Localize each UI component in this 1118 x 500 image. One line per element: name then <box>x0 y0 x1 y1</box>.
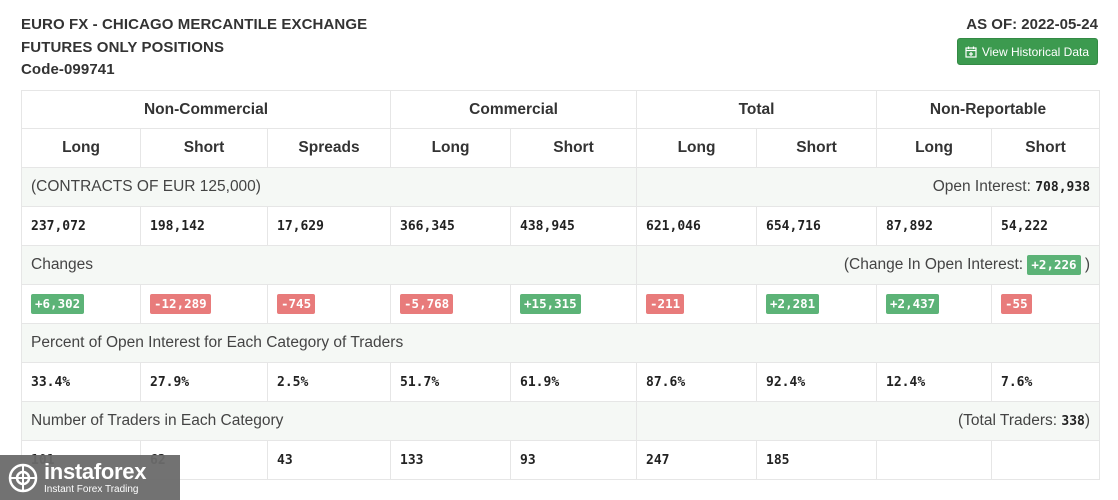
traders-label-row: Number of Traders in Each Category (Tota… <box>20 401 1101 441</box>
position-value: 198,142 <box>140 206 268 246</box>
change-badge: -211 <box>646 294 685 314</box>
percent-value: 33.4% <box>21 362 141 402</box>
change-badge: -5,768 <box>400 294 454 314</box>
as-of-date: AS OF: 2022-05-24 <box>966 16 1098 33</box>
col-header: Short <box>991 128 1101 168</box>
cot-positions-table: Non-Commercial Commercial Total Non-Repo… <box>20 90 1101 480</box>
position-value: 621,046 <box>636 206 758 246</box>
change-badge: +2,281 <box>766 294 820 314</box>
open-interest-label: Open Interest: <box>932 178 1031 195</box>
position-value: 87,892 <box>876 206 993 246</box>
change-cell: -5,768 <box>390 284 512 324</box>
change-open-interest-cell: (Change In Open Interest: +2,226 ) <box>636 245 1101 285</box>
report-title-exchange: EURO FX - CHICAGO MERCANTILE EXCHANGE <box>21 16 368 33</box>
percent-value: 2.5% <box>266 362 392 402</box>
report-title-type: FUTURES ONLY POSITIONS <box>21 38 225 56</box>
traders-value: 43 <box>266 440 392 480</box>
total-traders-prefix: (Total Traders: <box>958 412 1058 429</box>
view-historical-data-button[interactable]: View Historical Data <box>956 38 1098 65</box>
instaforex-logo-icon <box>8 463 38 492</box>
instaforex-watermark: instaforex Instant Forex Trading <box>0 455 180 500</box>
change-cell: -55 <box>991 284 1101 324</box>
group-header-row: Non-Commercial Commercial Total Non-Repo… <box>20 90 1101 129</box>
traders-value <box>991 440 1101 480</box>
change-cell: -12,289 <box>140 284 268 324</box>
report-title-block: EURO FX - CHICAGO MERCANTILE EXCHANGE FU… <box>21 14 367 82</box>
traders-label: Number of Traders in Each Category <box>20 401 638 441</box>
report-date-block: AS OF: 2022-05-24 View Historical Data <box>956 14 1098 65</box>
group-non-commercial: Non-Commercial <box>20 90 392 129</box>
traders-value: 133 <box>390 440 512 480</box>
change-badge: +2,437 <box>886 294 940 314</box>
traders-value <box>876 440 993 480</box>
total-traders-value: 338 <box>1061 414 1085 429</box>
percent-value: 92.4% <box>756 362 878 402</box>
instaforex-tagline: Instant Forex Trading <box>44 483 139 495</box>
percent-row: 33.4% 27.9% 2.5% 51.7% 61.9% 87.6% 92.4%… <box>21 362 1101 402</box>
group-total: Total <box>636 90 878 129</box>
col-header: Spreads <box>266 128 392 168</box>
traders-value: 185 <box>756 440 878 480</box>
traders-row: 101 62 43 133 93 247 185 <box>21 440 1101 480</box>
col-header: Long <box>636 128 758 168</box>
calendar-plus-icon <box>965 46 977 58</box>
group-non-reportable: Non-Reportable <box>876 90 1101 129</box>
contracts-label-row: (CONTRACTS OF EUR 125,000) Open Interest… <box>20 167 1101 207</box>
col-header: Short <box>756 128 878 168</box>
change-badge: -745 <box>277 294 316 314</box>
positions-row: 237,072 198,142 17,629 366,345 438,945 6… <box>21 206 1101 246</box>
instaforex-brand: instaforex <box>44 458 147 484</box>
col-header: Short <box>140 128 268 168</box>
change-cell: +2,281 <box>756 284 878 324</box>
percent-label-row: Percent of Open Interest for Each Catego… <box>20 323 1101 363</box>
change-oi-prefix: (Change In Open Interest: <box>843 256 1024 273</box>
open-interest-cell: Open Interest: 708,938 <box>636 167 1101 207</box>
percent-value: 7.6% <box>991 362 1101 402</box>
change-cell: +15,315 <box>510 284 638 324</box>
col-header: Long <box>876 128 993 168</box>
open-interest-value: 708,938 <box>1035 180 1091 195</box>
change-badge: +6,302 <box>31 294 85 314</box>
position-value: 17,629 <box>266 206 392 246</box>
position-value: 438,945 <box>510 206 638 246</box>
change-cell: +6,302 <box>21 284 141 324</box>
percent-value: 87.6% <box>636 362 758 402</box>
changes-label: Changes <box>20 245 638 285</box>
col-header: Short <box>510 128 638 168</box>
view-historical-data-label: View Historical Data <box>981 44 1089 59</box>
percent-value: 27.9% <box>140 362 268 402</box>
change-cell: +2,437 <box>876 284 993 324</box>
percent-value: 51.7% <box>390 362 512 402</box>
instaforex-wordmark: instaforex Instant Forex Trading <box>44 458 147 495</box>
col-header: Long <box>390 128 512 168</box>
changes-label-row: Changes (Change In Open Interest: +2,226… <box>20 245 1101 285</box>
position-value: 237,072 <box>21 206 141 246</box>
traders-value: 247 <box>636 440 758 480</box>
change-cell: -211 <box>636 284 758 324</box>
changes-row: +6,302 -12,289 -745 -5,768 +15,315 -211 … <box>21 284 1101 324</box>
change-cell: -745 <box>266 284 392 324</box>
percent-label: Percent of Open Interest for Each Catego… <box>20 323 1101 363</box>
total-traders-cell: (Total Traders: 338) <box>636 401 1101 441</box>
col-header: Long <box>21 128 141 168</box>
change-oi-suffix: ) <box>1084 256 1091 273</box>
traders-value: 93 <box>510 440 638 480</box>
report-code: Code-099741 <box>21 61 115 78</box>
sub-header-row: Long Short Spreads Long Short Long Short… <box>21 128 1101 168</box>
percent-value: 61.9% <box>510 362 638 402</box>
position-value: 366,345 <box>390 206 512 246</box>
position-value: 54,222 <box>991 206 1101 246</box>
change-badge: -55 <box>1001 294 1032 314</box>
position-value: 654,716 <box>756 206 878 246</box>
group-commercial: Commercial <box>390 90 638 129</box>
contracts-label: (CONTRACTS OF EUR 125,000) <box>20 167 638 207</box>
percent-value: 12.4% <box>876 362 993 402</box>
change-badge: -12,289 <box>150 294 211 314</box>
total-traders-suffix: ) <box>1084 412 1091 429</box>
change-badge: +15,315 <box>520 294 581 314</box>
change-oi-badge: +2,226 <box>1027 255 1081 275</box>
